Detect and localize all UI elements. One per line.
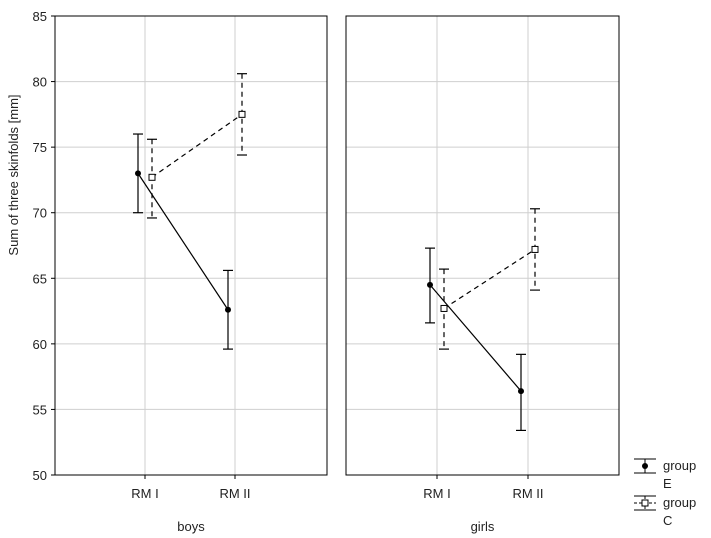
legend-label-line2: E [663,476,672,491]
panel-label: girls [471,519,495,534]
legend-marker [642,463,648,469]
x-tick-label: RM II [512,486,543,501]
panel-frame [54,15,328,476]
y-tick-label: 75 [33,140,47,155]
grid-layer [55,16,619,475]
y-tick-label: 65 [33,271,47,286]
frame-layer [54,15,620,476]
series-line [137,173,229,311]
data-point [427,281,433,288]
legend-label: group [663,495,696,510]
series-line [151,113,243,178]
panel-label: boys [177,519,205,534]
legend-label-line2: C [663,513,672,528]
axis-layer: 50 55 60 65 70 75 80 85 RM I RM II boys RM I RM II gi… [33,9,544,534]
y-tick-label: 50 [33,468,47,483]
y-tick-label: 85 [33,9,47,24]
y-tick-label: 80 [33,75,47,90]
series-line [429,284,522,392]
x-tick-label: RM I [131,486,158,501]
data-point [135,170,141,177]
x-tick-label: RM I [423,486,450,501]
y-tick-label: 60 [33,337,47,352]
data-point [518,388,524,395]
y-tick-label: 55 [33,402,47,417]
data-point [238,110,246,118]
panel-frame [345,15,620,476]
legend-label: group [663,458,696,473]
data-point [225,306,231,313]
legend-marker [641,499,649,507]
legend-item: group C [634,495,696,528]
y-axis-label: Sum of three skinfolds [mm] [6,94,21,255]
series-layer [133,73,540,432]
legend-item: group E [634,458,696,491]
series-line [443,248,536,309]
data-point [440,304,448,312]
y-tick-label: 70 [33,206,47,221]
x-tick-label: RM II [219,486,250,501]
data-point [148,173,156,181]
data-point [531,245,539,253]
